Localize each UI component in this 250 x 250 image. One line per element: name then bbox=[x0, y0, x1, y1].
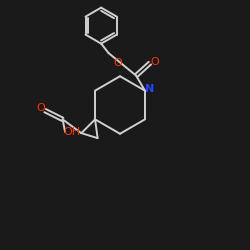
Text: O: O bbox=[36, 103, 45, 113]
Text: OH: OH bbox=[64, 127, 81, 137]
Text: O: O bbox=[150, 57, 159, 67]
Text: O: O bbox=[114, 58, 122, 68]
Text: N: N bbox=[145, 84, 154, 94]
